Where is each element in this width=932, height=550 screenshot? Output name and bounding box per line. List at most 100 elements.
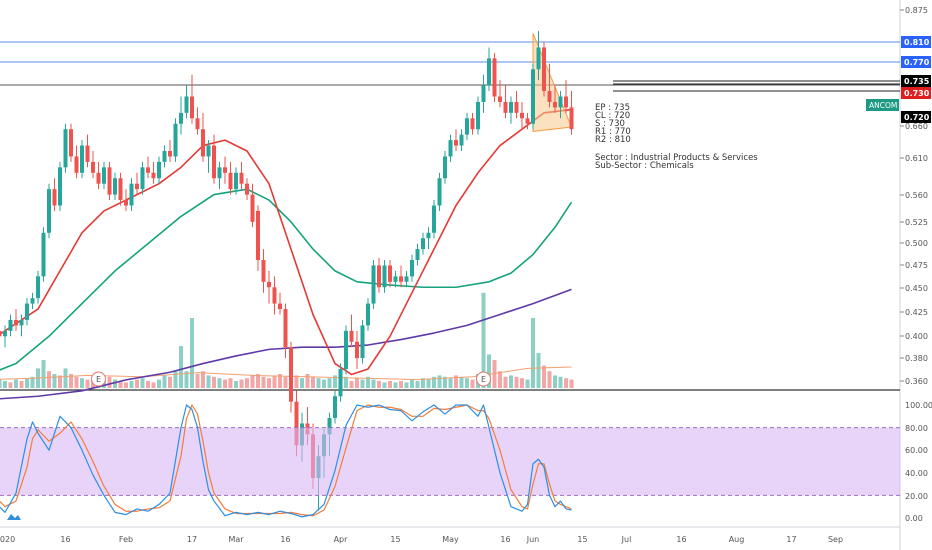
volume-bar <box>162 375 167 388</box>
candle-body <box>421 238 425 250</box>
symbol-badge-label: ANCOM <box>869 101 897 110</box>
candle-body <box>190 96 194 119</box>
candle-body <box>470 118 475 130</box>
stoch-tick-label: 0.00 <box>905 514 923 523</box>
volume-bar <box>8 382 13 388</box>
candle-body <box>520 112 524 119</box>
candle-body <box>432 205 436 233</box>
volume-bar <box>74 376 79 388</box>
volume-bar <box>311 376 315 388</box>
candle-body <box>327 418 332 435</box>
candle-body <box>492 58 497 97</box>
volume-bar <box>569 379 574 388</box>
candle-body <box>140 167 145 190</box>
candle-body <box>360 325 365 359</box>
time-tick-label: Feb <box>119 535 133 544</box>
volume-bar <box>564 378 568 388</box>
annotation-line: S : 730 <box>595 119 625 129</box>
volume-bar <box>206 375 211 388</box>
volume-bar <box>201 371 205 388</box>
candle-body <box>25 303 29 320</box>
volume-bar <box>261 376 266 388</box>
candle-body <box>426 232 431 239</box>
candle-body <box>30 298 35 304</box>
candle-body <box>415 249 420 260</box>
logo-icon[interactable] <box>7 514 21 520</box>
volume-bar <box>69 374 73 388</box>
symbol-badge <box>866 99 899 111</box>
price-tick-label: 0.660 <box>905 122 928 131</box>
volume-bar <box>184 371 189 388</box>
candle-body <box>289 347 293 402</box>
candle-body <box>437 178 442 206</box>
price-tick-label: 0.360 <box>905 377 928 386</box>
volume-bar <box>399 381 403 388</box>
volume-bar <box>503 376 508 388</box>
candle-body <box>459 134 464 146</box>
volume-bar <box>415 381 420 388</box>
volume-bar <box>525 379 530 388</box>
volume-bar <box>404 382 409 388</box>
stoch-tick-label: 20.00 <box>905 492 928 501</box>
candle-body <box>481 85 486 102</box>
volume-bar <box>426 379 431 388</box>
candle-body <box>294 401 299 446</box>
volume-bar <box>80 378 84 388</box>
candle-body <box>399 276 403 282</box>
volume-bar <box>553 375 557 388</box>
candle-body <box>85 145 90 162</box>
volume-bar <box>481 292 486 388</box>
candle-body <box>228 172 233 190</box>
candle-body <box>487 58 491 86</box>
volume-bar <box>487 354 491 388</box>
price-tick-label: 0.610 <box>905 154 928 163</box>
candle-body <box>503 101 508 113</box>
candle-body <box>558 96 563 108</box>
candle-body <box>52 189 57 206</box>
candle-body <box>349 330 354 342</box>
volume-bar <box>85 379 90 388</box>
candle-body <box>124 200 128 206</box>
price-tick-label: 0.875 <box>905 6 928 15</box>
volume-bar <box>118 381 123 388</box>
candle-body <box>91 161 95 173</box>
price-tick-label: 0.400 <box>905 332 928 341</box>
candle-body <box>476 101 480 130</box>
volume-bar <box>223 379 227 388</box>
stoch-tick-label: 100.00 <box>905 401 932 410</box>
volume-bar <box>327 378 332 388</box>
candle-body <box>393 276 398 282</box>
annotation-line: R1 : 770 <box>595 127 631 137</box>
time-tick-label: 15 <box>390 535 400 544</box>
volume-bar <box>107 376 112 388</box>
time-tick-label: 16 <box>280 535 290 544</box>
candle-body <box>547 91 552 102</box>
time-tick-label: Jul <box>621 535 632 544</box>
volume-bar <box>168 376 172 388</box>
candle-body <box>151 172 156 179</box>
volume-bar <box>322 379 326 388</box>
volume-bar <box>228 378 233 388</box>
candle-body <box>212 145 216 179</box>
volume-bar <box>443 376 447 388</box>
volume-bar <box>41 360 46 388</box>
volume-bars <box>0 292 574 388</box>
volume-bar <box>234 381 238 388</box>
volume-bar <box>393 382 398 388</box>
ma-slow-line <box>0 288 572 400</box>
volume-bar <box>91 381 95 388</box>
volume-bar <box>371 379 376 388</box>
candle-body <box>245 183 249 195</box>
candle-body <box>256 210 260 260</box>
candle-body <box>58 167 62 206</box>
earnings-marker <box>91 371 106 387</box>
candle-body <box>135 183 139 190</box>
stoch-tick-label: 80.00 <box>905 424 928 433</box>
candle-body <box>410 260 414 277</box>
axes: 0.875 0.660 0.610 0.560 0.525 0.500 0.475 0.450… <box>0 6 932 544</box>
volume-bar <box>437 375 442 388</box>
candle-body <box>36 276 40 299</box>
volume-bar <box>212 376 216 388</box>
earnings-marker-label: E <box>481 375 486 384</box>
